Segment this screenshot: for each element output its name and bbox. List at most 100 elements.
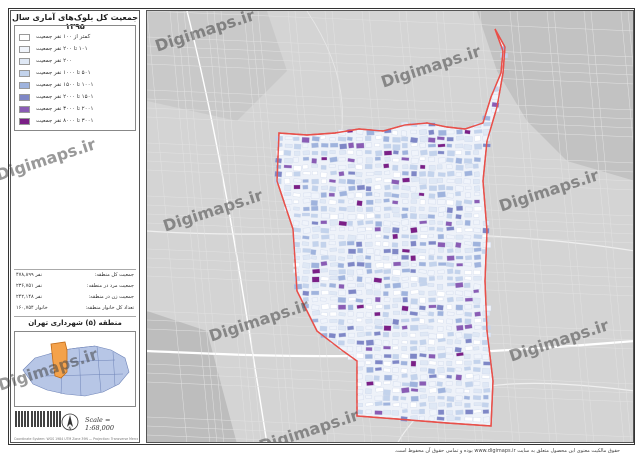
census-block (427, 325, 434, 330)
census-block (446, 402, 453, 408)
census-block (473, 388, 482, 394)
census-block (401, 248, 410, 253)
census-block (463, 199, 473, 205)
census-block (481, 339, 490, 345)
inset-locator-map (14, 331, 136, 407)
census-block (401, 346, 408, 351)
census-block (338, 171, 345, 177)
census-block (320, 241, 327, 248)
census-block (455, 381, 462, 386)
census-block (428, 165, 436, 171)
census-block (329, 276, 338, 280)
census-block (373, 184, 382, 190)
census-block (383, 402, 391, 406)
census-block (356, 269, 364, 276)
census-block (374, 325, 383, 330)
census-block (473, 219, 480, 225)
census-block (474, 192, 481, 196)
census-block (383, 380, 391, 385)
census-block (364, 283, 373, 290)
census-block (437, 157, 446, 164)
census-block (411, 317, 420, 322)
census-block (383, 150, 393, 156)
census-block (283, 149, 292, 156)
census-block (455, 157, 463, 165)
census-block (483, 394, 489, 400)
census-block (446, 136, 454, 142)
census-block (482, 354, 489, 360)
census-block (474, 318, 482, 324)
census-block (284, 158, 293, 164)
census-block (384, 184, 391, 191)
census-block (346, 346, 354, 353)
census-block (383, 367, 391, 373)
census-block (312, 171, 318, 175)
census-block (320, 268, 328, 273)
census-block (375, 221, 383, 227)
legend-class-row: ۲۰۰۱ تا ۳۰۰۰ نفر جمعیت (19, 104, 133, 114)
census-block (365, 142, 373, 148)
census-block (428, 193, 436, 199)
census-block (456, 297, 464, 302)
census-block (455, 304, 464, 311)
census-block (374, 346, 381, 352)
census-block (338, 178, 346, 184)
census-block (338, 269, 346, 275)
census-block (428, 255, 435, 261)
census-block (419, 331, 429, 337)
census-block (383, 262, 392, 269)
census-block (473, 304, 481, 309)
census-block (428, 304, 437, 309)
census-block (302, 150, 310, 156)
census-block (411, 176, 420, 183)
census-block (463, 158, 473, 164)
census-block (411, 192, 420, 199)
census-block (355, 241, 363, 248)
census-block (392, 269, 401, 276)
census-block (356, 226, 366, 233)
census-block (401, 282, 409, 289)
census-block (446, 199, 454, 206)
census-block (356, 261, 365, 267)
census-block (481, 374, 491, 379)
census-block (419, 282, 428, 287)
census-block (410, 402, 417, 408)
census-block (374, 359, 383, 365)
census-block (321, 156, 328, 161)
census-block (356, 312, 364, 318)
census-block (383, 389, 391, 396)
legend-class-row: ۵۰۱ تا ۱۰۰۰ نفر جمعیت (19, 68, 133, 78)
census-block (365, 339, 375, 346)
census-block (410, 247, 419, 254)
census-block (436, 164, 443, 170)
census-block (393, 325, 400, 330)
census-block (473, 254, 482, 261)
census-block (401, 382, 411, 387)
census-block (482, 416, 490, 423)
census-block (445, 381, 453, 386)
census-block (383, 220, 392, 227)
census-block (446, 178, 455, 184)
census-block (482, 227, 490, 234)
census-block (428, 416, 435, 421)
census-block (473, 247, 482, 253)
census-block (365, 311, 372, 318)
census-block (446, 213, 453, 219)
census-block (366, 212, 375, 219)
census-block (438, 212, 445, 217)
census-block (311, 185, 319, 192)
census-block (401, 373, 408, 378)
census-block (418, 269, 427, 274)
census-block (474, 325, 482, 330)
census-block (339, 150, 347, 155)
census-block (392, 303, 398, 309)
census-block (356, 200, 363, 207)
census-block (436, 381, 443, 387)
census-block (474, 199, 480, 204)
legend-swatch (19, 93, 30, 101)
census-block (347, 304, 354, 311)
census-block (302, 156, 310, 161)
census-block (400, 368, 408, 374)
census-block (410, 157, 419, 164)
stat-label: جمعیت کل منطقه: (94, 272, 134, 278)
